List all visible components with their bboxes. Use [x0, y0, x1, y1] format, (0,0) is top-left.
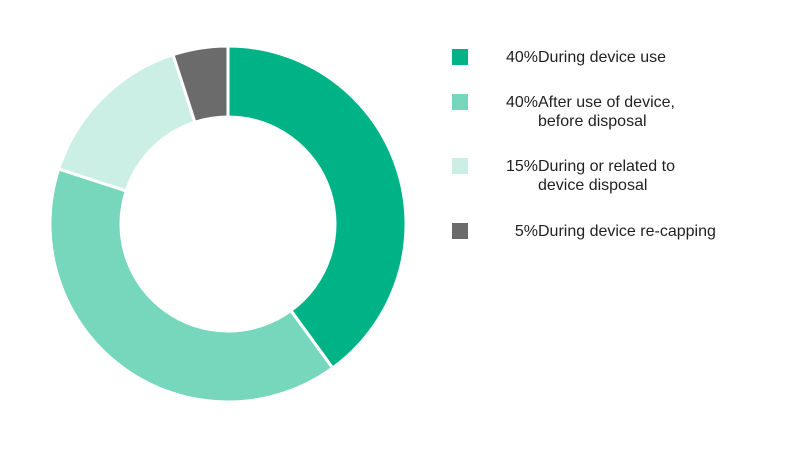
legend-percent: 5% [514, 223, 538, 240]
legend-percent: 40% [505, 49, 538, 66]
legend-label: After use of device, before disposal [538, 94, 675, 130]
slice-disposal [57, 53, 197, 193]
legend-swatch [452, 158, 468, 174]
legend-label: During device use [538, 49, 667, 66]
slice-recapping [171, 44, 230, 124]
legend-label: During device re-capping [538, 223, 716, 240]
legend-label: During or related to device disposal [538, 158, 675, 194]
legend-percent: 15% [505, 158, 538, 175]
legend-swatch [452, 94, 468, 110]
slice-during-use [226, 44, 408, 370]
legend-swatch [452, 49, 468, 65]
legend-percent: 40% [505, 94, 538, 111]
legend-swatch [452, 223, 468, 239]
slice-after-use [48, 167, 335, 404]
donut-chart [48, 44, 408, 404]
